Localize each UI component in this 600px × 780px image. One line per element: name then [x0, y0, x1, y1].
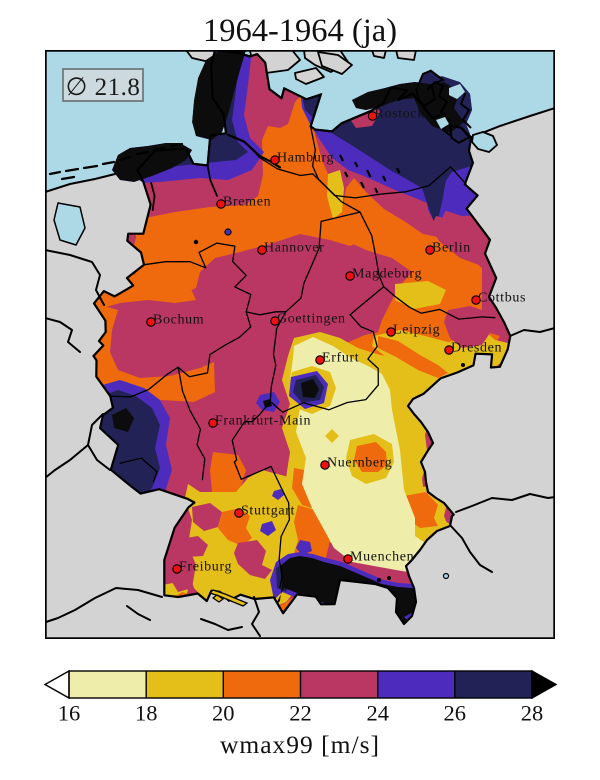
- svg-text:Cottbus: Cottbus: [478, 291, 526, 306]
- svg-text:Frankfurt-Main: Frankfurt-Main: [215, 414, 311, 429]
- svg-text:Dresden: Dresden: [451, 341, 502, 356]
- svg-text:Rostock: Rostock: [375, 107, 425, 122]
- svg-text:Magdeburg: Magdeburg: [352, 267, 422, 282]
- svg-text:Erfurt: Erfurt: [322, 351, 359, 366]
- svg-text:Leipzig: Leipzig: [393, 323, 440, 338]
- svg-text:22: 22: [289, 701, 312, 726]
- svg-text:Hamburg: Hamburg: [277, 151, 334, 166]
- svg-text:18: 18: [135, 701, 158, 726]
- svg-text:∅ 21.8: ∅ 21.8: [66, 74, 141, 101]
- svg-text:Bochum: Bochum: [153, 313, 204, 328]
- svg-text:28: 28: [521, 701, 544, 726]
- svg-text:wmax99 [m/s]: wmax99 [m/s]: [220, 730, 380, 759]
- svg-text:16: 16: [58, 701, 81, 726]
- svg-text:Goettingen: Goettingen: [277, 312, 346, 327]
- svg-text:Muenchen: Muenchen: [350, 550, 414, 565]
- svg-text:Berlin: Berlin: [432, 241, 471, 256]
- svg-text:24: 24: [366, 701, 389, 726]
- svg-text:Stuttgart: Stuttgart: [241, 504, 295, 519]
- svg-text:Hannover: Hannover: [264, 241, 324, 256]
- svg-text:Freiburg: Freiburg: [179, 560, 232, 575]
- svg-text:20: 20: [212, 701, 235, 726]
- svg-text:26: 26: [444, 701, 467, 726]
- svg-text:Nuernberg: Nuernberg: [327, 456, 392, 471]
- svg-text:Bremen: Bremen: [223, 195, 271, 210]
